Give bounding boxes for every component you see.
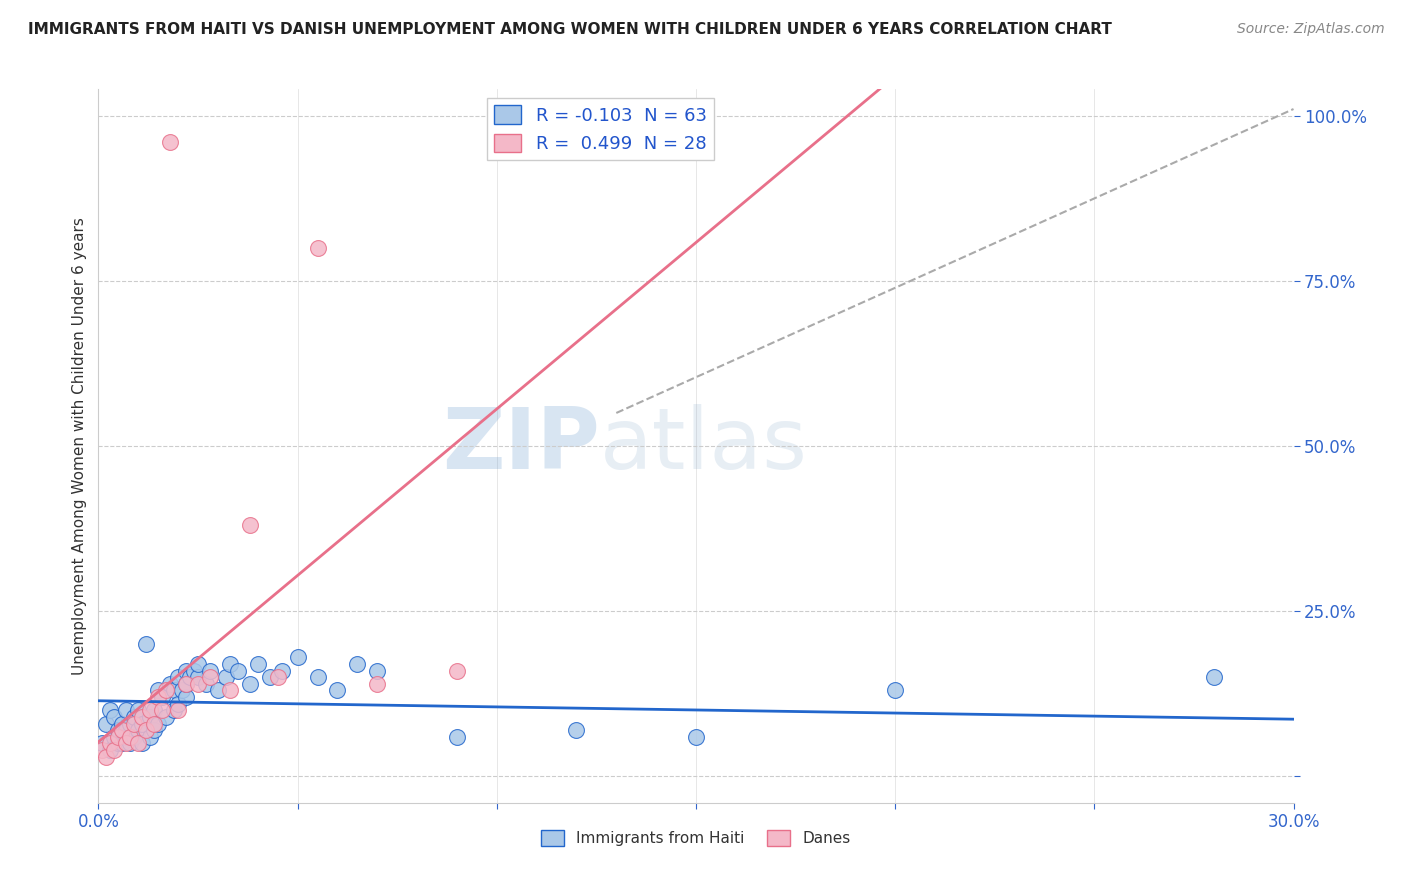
Point: [107, 723, 129, 738]
Point: [195, 677, 218, 691]
Point: [91, 736, 114, 750]
Point: [167, 697, 190, 711]
Point: [127, 703, 149, 717]
Point: [270, 664, 292, 678]
Point: [139, 730, 162, 744]
Point: [131, 710, 153, 724]
Point: [103, 710, 125, 724]
Point: [159, 135, 181, 149]
Point: [111, 723, 134, 738]
Point: [120, 730, 142, 744]
Point: [183, 664, 205, 678]
Point: [131, 716, 153, 731]
Point: [1202, 670, 1225, 684]
Point: [103, 730, 125, 744]
Text: Source: ZipAtlas.com: Source: ZipAtlas.com: [1237, 22, 1385, 37]
Point: [135, 723, 157, 738]
Point: [219, 683, 242, 698]
Point: [198, 670, 221, 684]
Point: [163, 703, 186, 717]
Point: [174, 677, 197, 691]
Point: [198, 664, 221, 678]
Point: [96, 749, 118, 764]
Point: [207, 683, 229, 698]
Point: [446, 664, 468, 678]
Point: [172, 683, 194, 698]
Point: [135, 637, 157, 651]
Point: [143, 716, 166, 731]
Point: [226, 664, 249, 678]
Point: [307, 670, 329, 684]
Point: [150, 703, 173, 717]
Point: [143, 703, 166, 717]
Point: [98, 703, 122, 717]
Point: [167, 670, 190, 684]
Point: [111, 736, 134, 750]
Point: [127, 723, 149, 738]
Point: [98, 743, 122, 757]
Point: [346, 657, 368, 671]
Point: [287, 650, 309, 665]
Point: [366, 664, 388, 678]
Point: [259, 670, 281, 684]
Point: [98, 736, 122, 750]
Point: [239, 677, 262, 691]
Point: [179, 670, 201, 684]
Point: [159, 677, 181, 691]
Point: [174, 664, 197, 678]
Point: [96, 716, 118, 731]
Legend: Immigrants from Haiti, Danes: Immigrants from Haiti, Danes: [534, 824, 858, 852]
Point: [107, 730, 129, 744]
Point: [307, 241, 329, 255]
Point: [884, 683, 907, 698]
Point: [174, 690, 197, 704]
Point: [366, 677, 388, 691]
Point: [187, 677, 209, 691]
Text: ZIP: ZIP: [443, 404, 600, 488]
Point: [148, 690, 170, 704]
Point: [124, 710, 146, 724]
Point: [127, 736, 149, 750]
Point: [246, 657, 269, 671]
Point: [103, 743, 125, 757]
Point: [120, 736, 142, 750]
Point: [107, 736, 129, 750]
Point: [446, 730, 468, 744]
Point: [215, 670, 238, 684]
Point: [115, 730, 138, 744]
Point: [219, 657, 242, 671]
Y-axis label: Unemployment Among Women with Children Under 6 years: Unemployment Among Women with Children U…: [72, 217, 87, 675]
Point: [187, 657, 209, 671]
Point: [139, 710, 162, 724]
Text: IMMIGRANTS FROM HAITI VS DANISH UNEMPLOYMENT AMONG WOMEN WITH CHILDREN UNDER 6 Y: IMMIGRANTS FROM HAITI VS DANISH UNEMPLOY…: [28, 22, 1112, 37]
Point: [124, 716, 146, 731]
Point: [124, 730, 146, 744]
Point: [239, 518, 262, 533]
Point: [115, 736, 138, 750]
Point: [155, 710, 177, 724]
Point: [111, 716, 134, 731]
Point: [155, 683, 177, 698]
Point: [143, 723, 166, 738]
Point: [139, 703, 162, 717]
Point: [131, 736, 153, 750]
Point: [174, 677, 197, 691]
Point: [150, 690, 173, 704]
Point: [115, 703, 138, 717]
Point: [685, 730, 707, 744]
Point: [148, 716, 170, 731]
Point: [115, 723, 138, 738]
Point: [565, 723, 588, 738]
Text: atlas: atlas: [600, 404, 808, 488]
Point: [120, 716, 142, 731]
Point: [163, 683, 186, 698]
Point: [267, 670, 290, 684]
Point: [148, 683, 170, 698]
Point: [326, 683, 349, 698]
Point: [187, 670, 209, 684]
Point: [167, 703, 190, 717]
Point: [91, 743, 114, 757]
